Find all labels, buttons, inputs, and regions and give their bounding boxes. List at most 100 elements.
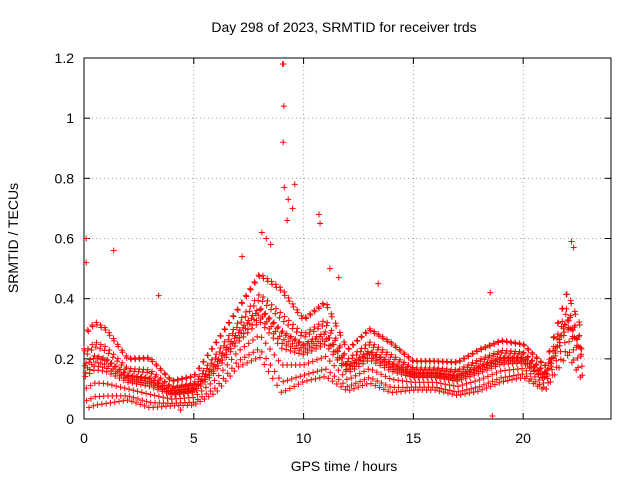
data-point — [315, 321, 322, 328]
data-point — [213, 339, 220, 346]
data-point — [468, 385, 475, 392]
data-point — [86, 404, 93, 411]
data-point — [356, 354, 363, 361]
data-point — [365, 366, 372, 373]
data-point — [207, 380, 214, 387]
data-point — [523, 373, 530, 380]
data-point — [205, 393, 212, 400]
data-point — [560, 357, 567, 364]
data-point — [285, 196, 292, 203]
data-point — [305, 360, 312, 367]
y-tick-label: 1 — [66, 110, 74, 126]
data-point — [277, 309, 284, 316]
data-point — [281, 292, 288, 299]
data-point — [286, 334, 293, 341]
data-point — [291, 383, 298, 390]
data-point — [192, 371, 199, 378]
data-point — [258, 348, 265, 355]
data-point — [250, 349, 257, 356]
data-point — [267, 346, 274, 353]
data-point — [462, 390, 469, 397]
data-point — [365, 374, 372, 381]
data-point — [106, 329, 113, 336]
data-point — [529, 357, 536, 364]
data-point — [277, 284, 284, 291]
data-point — [368, 380, 375, 387]
data-point — [247, 286, 254, 293]
data-point — [157, 365, 164, 372]
data-point — [519, 365, 526, 372]
data-point — [363, 330, 370, 337]
data-point — [507, 338, 514, 345]
data-point — [155, 292, 162, 299]
data-point — [217, 333, 224, 340]
data-point — [157, 375, 164, 382]
data-point — [307, 326, 314, 333]
data-point — [375, 344, 382, 351]
data-point — [466, 390, 473, 397]
data-point — [386, 375, 393, 382]
data-point — [271, 368, 278, 375]
data-point — [478, 346, 485, 353]
data-point — [149, 368, 156, 375]
data-point — [572, 311, 579, 318]
data-point — [536, 381, 543, 388]
data-point — [525, 346, 532, 353]
data-point — [266, 314, 273, 321]
data-point — [192, 400, 199, 407]
data-point — [527, 370, 534, 377]
data-point — [114, 355, 121, 362]
chart-title: Day 298 of 2023, SRMTID for receiver trd… — [211, 19, 476, 35]
data-point — [108, 360, 115, 367]
data-point — [306, 331, 313, 338]
data-point — [470, 389, 477, 396]
data-point — [339, 355, 346, 362]
data-point — [352, 372, 359, 379]
data-point — [387, 383, 394, 390]
data-point — [281, 184, 288, 191]
data-point — [326, 334, 333, 341]
data-point — [482, 343, 489, 350]
x-axis-label: GPS time / hours — [291, 458, 398, 474]
data-point — [490, 350, 497, 357]
data-point — [374, 378, 381, 385]
data-point — [170, 377, 177, 384]
data-point — [144, 366, 151, 373]
data-point — [576, 332, 583, 339]
data-point — [306, 310, 313, 317]
data-point — [512, 339, 519, 346]
data-point — [103, 357, 110, 364]
data-point — [348, 382, 355, 389]
data-point — [349, 355, 356, 362]
data-point — [289, 300, 296, 307]
data-point — [400, 349, 407, 356]
data-point — [269, 375, 276, 382]
data-point — [236, 334, 243, 341]
data-point — [225, 332, 232, 339]
data-point — [284, 377, 291, 384]
data-point — [577, 344, 584, 351]
data-point — [301, 371, 308, 378]
data-point — [267, 306, 274, 313]
data-point — [183, 381, 190, 388]
data-point — [305, 370, 312, 377]
data-point — [272, 310, 279, 317]
data-point — [473, 360, 480, 367]
data-point — [311, 324, 318, 331]
data-point — [200, 367, 207, 374]
data-point — [261, 361, 268, 368]
data-point — [468, 362, 475, 369]
data-point — [452, 366, 459, 373]
data-point — [499, 337, 506, 344]
data-point — [369, 376, 376, 383]
data-point — [106, 347, 113, 354]
data-point — [209, 391, 216, 398]
data-point — [392, 354, 399, 361]
data-point — [566, 338, 573, 345]
data-point — [384, 338, 391, 345]
data-point — [457, 391, 464, 398]
data-point — [516, 340, 523, 347]
data-point — [503, 338, 510, 345]
data-point — [215, 372, 222, 379]
data-point — [295, 339, 302, 346]
